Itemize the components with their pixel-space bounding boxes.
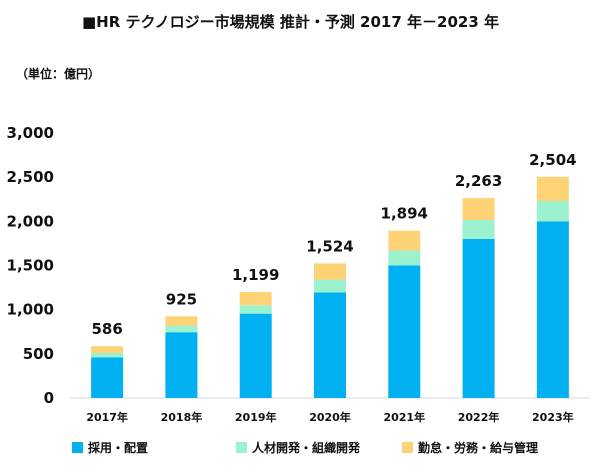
y-tick-label: 1,000	[7, 301, 54, 319]
legend-label-2: 人材開発・組織開発	[252, 440, 361, 455]
total-label: 1,199	[232, 266, 279, 284]
bar-segment-2	[536, 201, 569, 222]
y-tick-label: 2,500	[7, 168, 54, 186]
bar-segment-2	[314, 279, 346, 293]
bar-segment-1	[165, 332, 198, 398]
y-axis-ticks: 0 500 1,000 1,500 2,000 2,500 3,000	[7, 124, 54, 407]
bar-segment-3	[165, 316, 198, 326]
y-tick-label: 2,000	[7, 212, 54, 230]
bar-segment-2	[91, 352, 124, 358]
bar-segment-3	[536, 176, 569, 202]
bar-segment-3	[462, 198, 495, 221]
total-label: 2,504	[529, 151, 576, 169]
bar-segment-1	[239, 313, 272, 398]
x-axis-ticks: 2017年 2018年 2019年 2020年 2021年 2022年 2023年	[86, 410, 573, 424]
bar-segment-2	[239, 305, 272, 314]
y-tick-label: 500	[23, 345, 54, 363]
y-tick-label: 0	[44, 389, 54, 407]
total-label: 1,524	[306, 237, 353, 255]
y-tick-label: 3,000	[7, 124, 54, 142]
y-tick-label: 1,500	[7, 257, 54, 275]
legend-label-3: 勤怠・労務・給与管理	[418, 440, 538, 455]
bars	[91, 176, 569, 398]
legend-label-1: 採用・配置	[88, 440, 148, 455]
unit-label: （単位：億円）	[16, 66, 100, 81]
bar-segment-3	[388, 230, 421, 251]
total-label: 586	[91, 320, 122, 338]
bar-segment-3	[314, 263, 346, 280]
legend-swatch-1	[72, 442, 83, 453]
x-tick-label: 2023年	[532, 410, 574, 424]
bar-segment-1	[388, 265, 421, 398]
total-label: 1,894	[381, 205, 428, 223]
legend: 採用・配置 人材開発・組織開発 勤怠・労務・給与管理	[72, 440, 538, 455]
x-tick-label: 2021年	[383, 410, 425, 424]
x-tick-label: 2018年	[161, 410, 203, 424]
total-label: 925	[166, 290, 197, 308]
legend-swatch-3	[402, 442, 413, 453]
bar-segment-1	[536, 221, 569, 398]
x-tick-label: 2019年	[235, 410, 277, 424]
total-labels: 586 925 1,199 1,524 1,894 2,263 2,504	[91, 151, 576, 338]
bar-segment-1	[314, 292, 346, 398]
bar-segment-3	[91, 346, 124, 353]
bar-segment-2	[388, 250, 421, 266]
x-tick-label: 2022年	[458, 410, 500, 424]
chart-title: ■HR テクノロジー市場規模 推計・予測 2017 年－2023 年	[82, 13, 499, 31]
x-tick-label: 2017年	[86, 410, 128, 424]
legend-swatch-2	[236, 442, 247, 453]
bar-segment-1	[462, 239, 495, 398]
bar-segment-3	[239, 292, 272, 306]
total-label: 2,263	[455, 172, 502, 190]
x-tick-label: 2020年	[309, 410, 351, 424]
bar-segment-1	[91, 357, 124, 398]
bar-segment-2	[462, 220, 495, 239]
bar-segment-2	[165, 325, 198, 333]
